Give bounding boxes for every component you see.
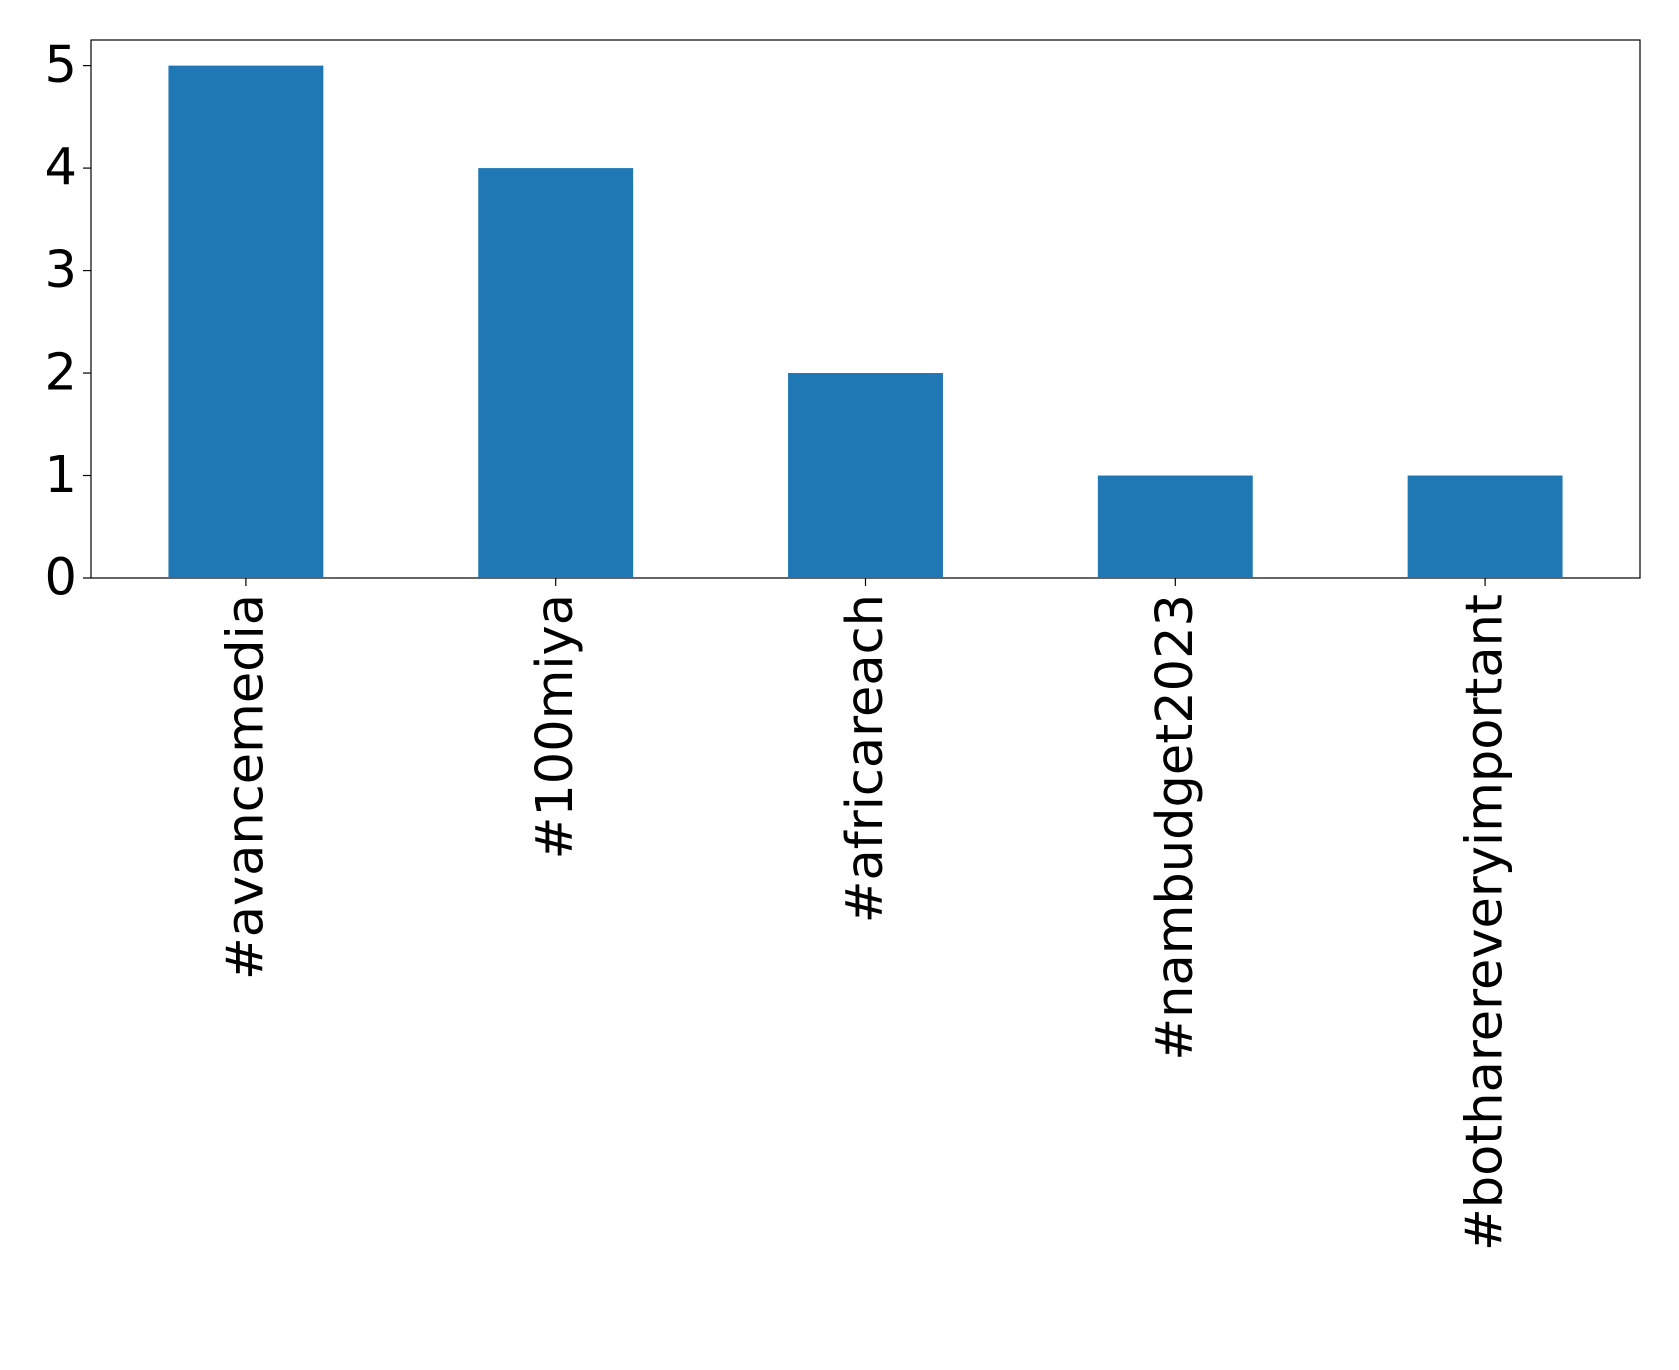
bar: [1097, 475, 1253, 578]
bar: [168, 65, 324, 579]
x-tick-label: #africareach: [836, 594, 895, 923]
y-tick-label: 1: [45, 446, 77, 505]
y-tick-label: 5: [45, 36, 77, 95]
x-tick-label: #100miya: [526, 594, 585, 859]
y-tick-label: 3: [45, 241, 77, 300]
bar: [478, 168, 634, 578]
bar: [1407, 475, 1563, 578]
x-tick-label: #botharereveryimportant: [1456, 594, 1515, 1251]
x-tick-label: #nambudget2023: [1146, 594, 1205, 1061]
x-tick-label: #avancemedia: [216, 594, 275, 980]
bar: [788, 373, 943, 578]
y-tick-label: 2: [45, 344, 77, 403]
y-tick-label: 4: [45, 139, 77, 198]
y-tick-label: 0: [45, 549, 77, 608]
